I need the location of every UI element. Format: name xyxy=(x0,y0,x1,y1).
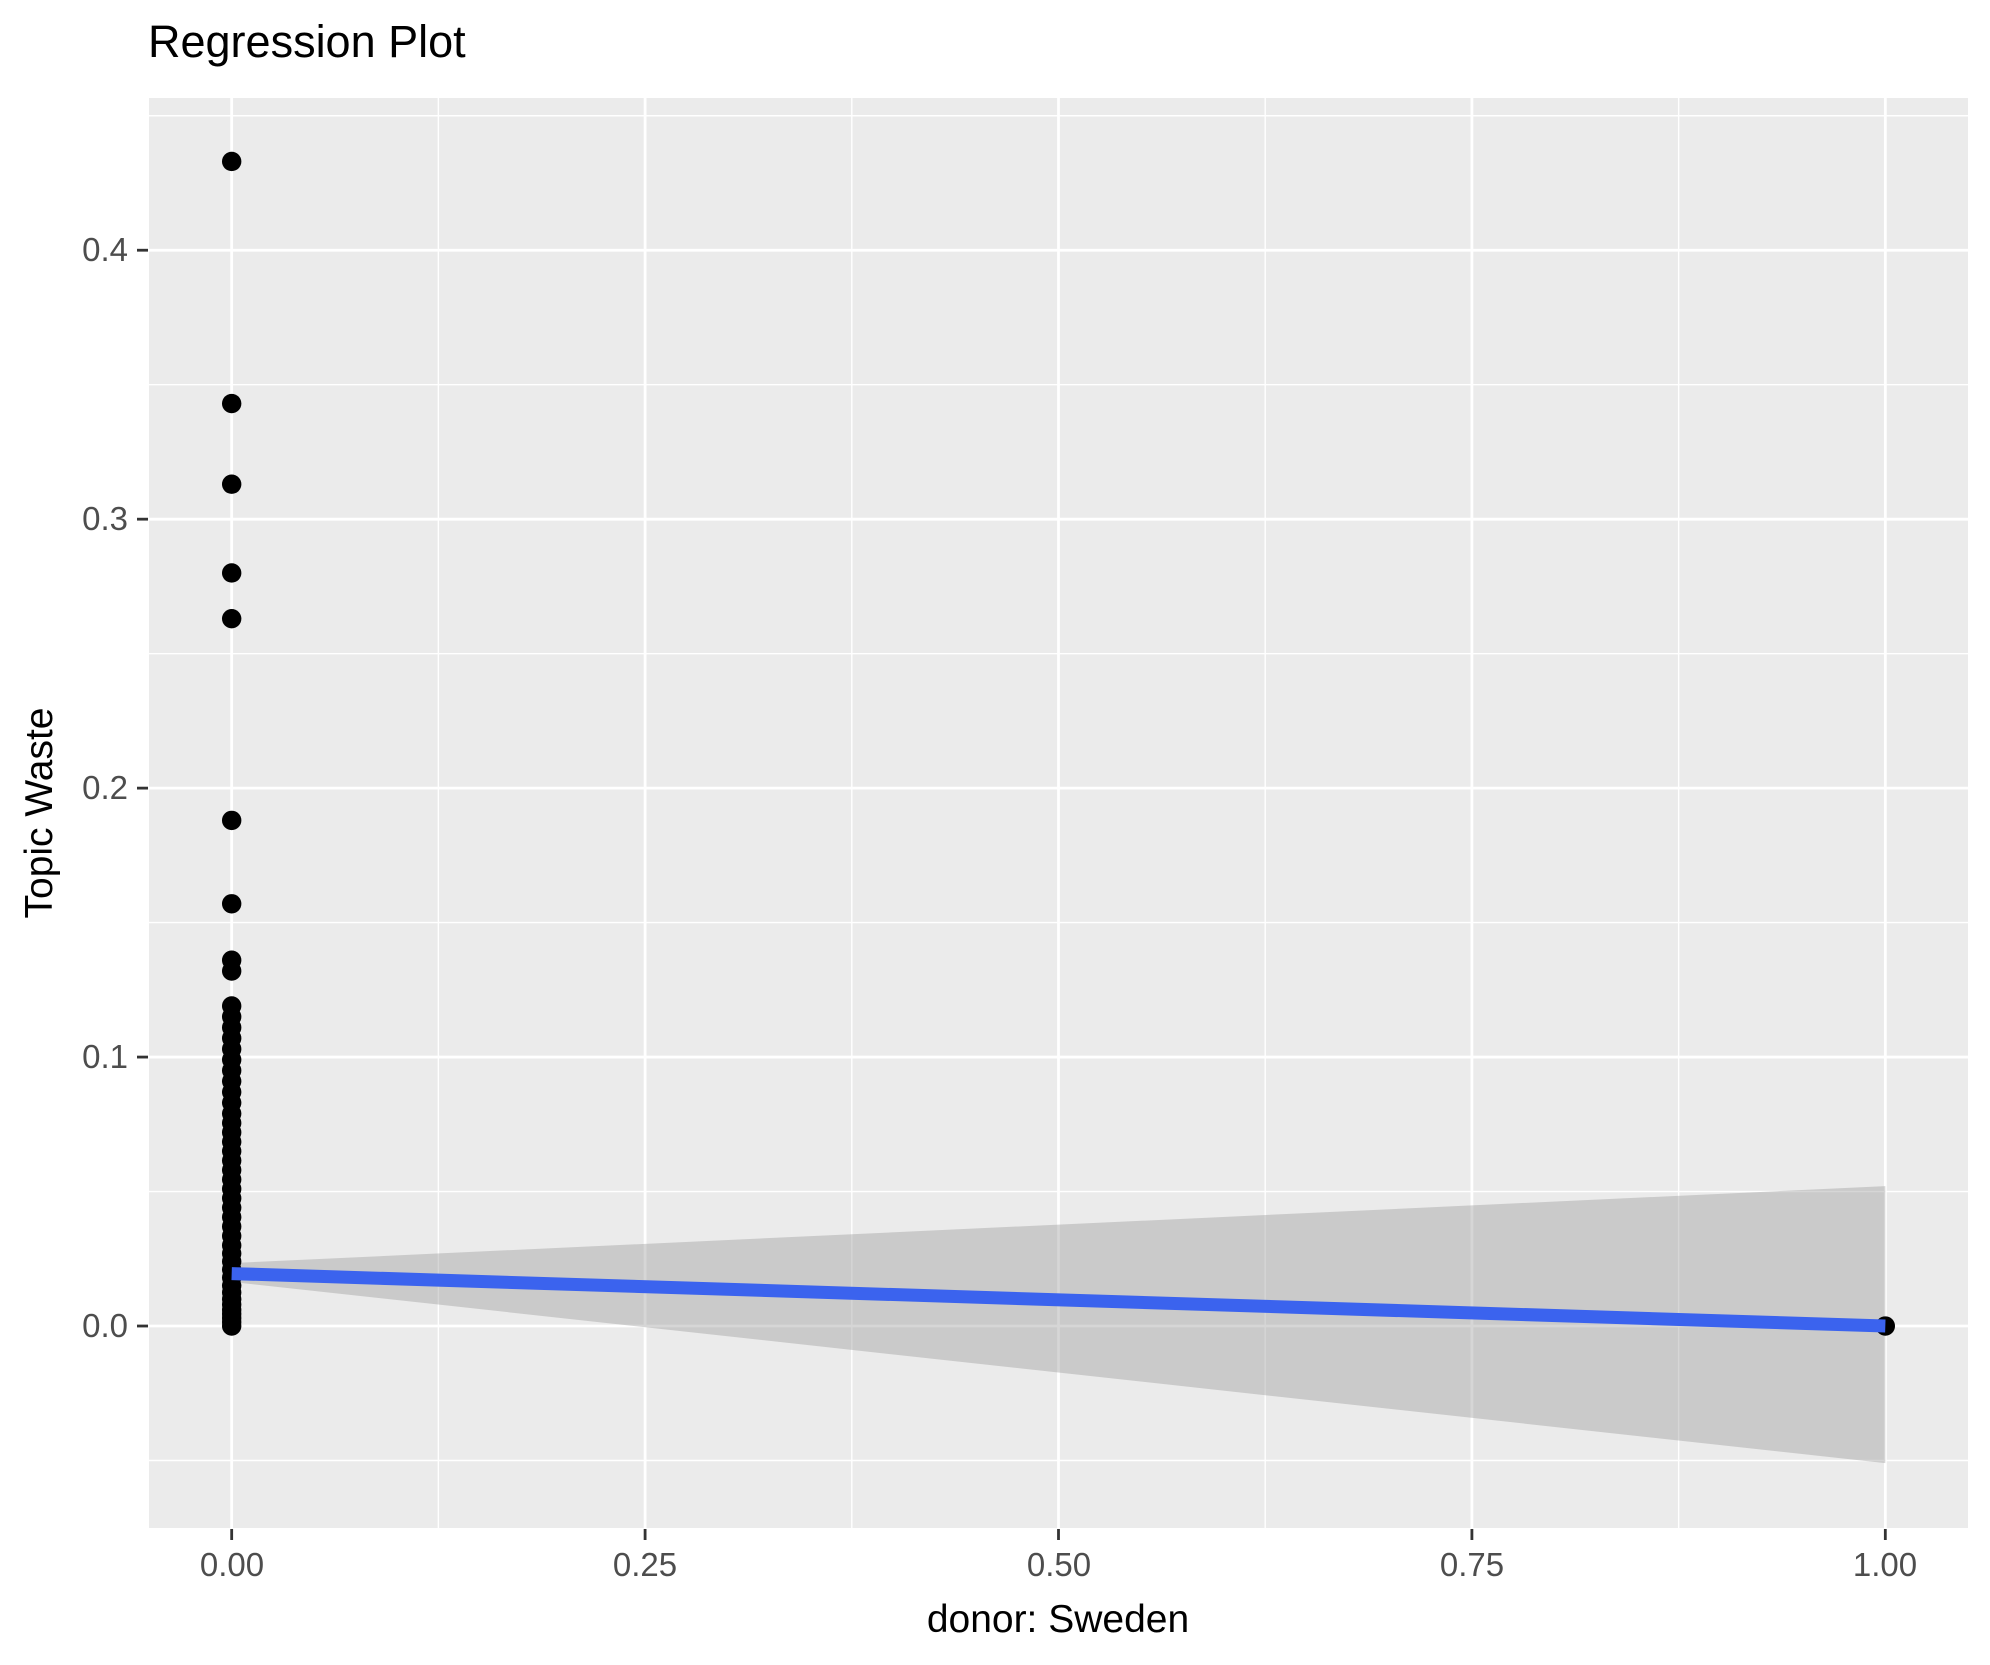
data-point xyxy=(221,151,242,172)
x-tick-label: 0.50 xyxy=(1026,1546,1092,1583)
y-tick-label: 0.2 xyxy=(82,769,128,806)
y-tick-label: 0.0 xyxy=(82,1307,128,1344)
data-point xyxy=(221,608,242,629)
x-axis-title: donor: Sweden xyxy=(926,1598,1190,1641)
y-axis-title: Topic Waste xyxy=(18,707,61,919)
x-tick-label: 0.25 xyxy=(612,1546,678,1583)
y-tick-label: 0.3 xyxy=(82,500,128,537)
confidence-band xyxy=(231,1186,1886,1464)
y-tick-label: 0.1 xyxy=(82,1038,128,1075)
data-point xyxy=(221,961,242,981)
regression-line xyxy=(231,1267,1886,1333)
data-point xyxy=(221,393,242,414)
data-point xyxy=(221,894,242,914)
data-point xyxy=(221,563,242,583)
y-tick-label: 0.4 xyxy=(82,231,128,268)
data-point xyxy=(221,1316,242,1336)
data-point xyxy=(221,810,242,831)
chart-title: Regression Plot xyxy=(148,16,466,67)
x-tick-label: 1.00 xyxy=(1852,1546,1918,1583)
x-tick-label: 0.00 xyxy=(199,1546,265,1583)
x-tick-label: 0.75 xyxy=(1439,1546,1505,1583)
data-point xyxy=(221,474,242,494)
